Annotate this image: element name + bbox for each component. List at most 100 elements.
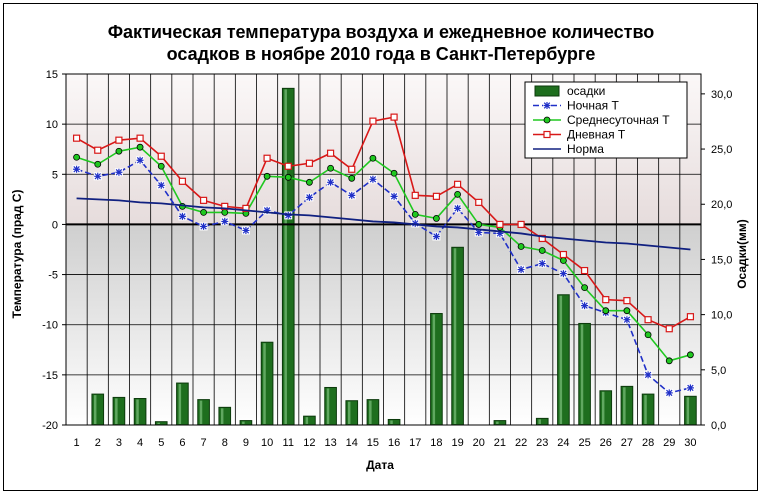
- precip-bar-23: [535, 417, 549, 426]
- point-Ночная T-20: [474, 228, 483, 237]
- star-marker-shape: [686, 384, 694, 392]
- y-right-tick-label: 30,0: [711, 89, 732, 101]
- star-marker-shape: [263, 206, 271, 214]
- x-tick-label: 24: [557, 437, 569, 449]
- point-Ночная T-11: [284, 211, 293, 220]
- x-tick-label: 28: [642, 437, 654, 449]
- point-Ночная T-18: [432, 232, 441, 241]
- precip-bar-11: [281, 87, 295, 426]
- point-Дневная T-4: [136, 134, 144, 142]
- x-tick-label: 6: [179, 437, 185, 449]
- precip-bar-6: [176, 382, 189, 426]
- precip-bar-10: [260, 341, 274, 426]
- point-Дневная T-1: [72, 134, 81, 142]
- precip-bar-highlight: [263, 343, 266, 424]
- point-Дневная T-20: [475, 198, 483, 206]
- precip-bar-4: [133, 398, 147, 426]
- precip-bar-19: [451, 246, 464, 426]
- precip-bar-12: [303, 415, 316, 426]
- x-tick-label: 16: [388, 437, 400, 449]
- precip-bar-highlight: [93, 395, 97, 424]
- series-line-Норма: [76, 197, 691, 251]
- star-marker-shape: [432, 232, 440, 240]
- precip-bar-28: [641, 393, 655, 426]
- y-left-tick-label: -15: [42, 370, 58, 382]
- precip-bar-highlight: [242, 421, 245, 424]
- x-tick-label: 14: [346, 437, 358, 449]
- star-marker-shape: [411, 219, 419, 227]
- point-Среднесуточная T-25: [581, 284, 588, 292]
- point-Ночная T-28: [644, 370, 653, 379]
- y-left-tick-label: -5: [48, 270, 58, 282]
- precip-bar-highlight: [326, 388, 330, 424]
- point-Ночная T-15: [368, 175, 377, 184]
- point-Ночная T-2: [93, 172, 102, 181]
- right-axis-ticks: 30,0 25,0 20,0 15,0 10,0 5,0 0,0: [701, 89, 732, 432]
- point-Среднесуточная T-1: [73, 153, 80, 161]
- y-axis-right-label: Осадки(мм): [735, 219, 749, 289]
- precipitation-bars: [91, 87, 697, 426]
- point-Дневная T-5: [157, 152, 165, 160]
- star-marker-shape: [496, 229, 504, 237]
- y-left-tick-label: 0: [52, 219, 58, 231]
- x-tick-label: 29: [663, 437, 675, 449]
- x-tick-label: 9: [243, 437, 249, 449]
- y-axis-left-label: Температура (прад С): [10, 190, 24, 319]
- precip-bar-highlight: [601, 391, 605, 424]
- point-Среднесуточная T-11: [284, 173, 292, 181]
- point-Ночная T-8: [220, 217, 229, 226]
- precip-bar-highlight: [220, 408, 224, 424]
- x-tick-label: 20: [473, 437, 485, 449]
- star-marker-shape: [242, 226, 250, 234]
- x-tick-label: 11: [283, 437, 294, 449]
- star-marker-shape: [115, 168, 123, 176]
- point-Ночная T-24: [559, 269, 568, 278]
- precip-bar-14: [345, 400, 359, 426]
- point-Среднесуточная T-5: [157, 162, 165, 170]
- chart-title-line-2: осадков в ноябре 2010 года в Санкт-Петер…: [167, 44, 596, 64]
- x-tick-label: 13: [324, 437, 336, 449]
- y-left-tick-label: 5: [52, 169, 58, 181]
- star-marker-shape: [221, 217, 229, 225]
- point-Среднесуточная T-20: [475, 221, 483, 228]
- point-Ночная T-4: [136, 156, 145, 165]
- point-Дневная T-25: [580, 266, 589, 275]
- legend-label-Ночная T: Ночная T: [567, 99, 619, 113]
- y-right-tick-label: 0,0: [711, 420, 726, 432]
- series-line-Среднесуточная T: [76, 146, 691, 362]
- x-axis-ticks: 1 2 3 4 5 6 7 8 9 10 11 12 13 14 15 16 17 18 19 20 21 22 23 24 2…: [74, 437, 697, 449]
- x-tick-label: 7: [201, 437, 207, 449]
- precip-bar-18: [430, 313, 443, 426]
- point-Ночная T-5: [157, 181, 166, 190]
- point-Ночная T-29: [665, 388, 674, 397]
- point-Среднесуточная T-30: [687, 351, 694, 359]
- star-marker-shape: [157, 181, 165, 189]
- legend-marker-Ночная T: [543, 101, 551, 110]
- precip-bar-highlight: [284, 89, 287, 424]
- x-tick-label: 8: [222, 437, 228, 449]
- point-Среднесуточная T-17: [411, 210, 419, 218]
- star-marker-shape: [348, 191, 356, 199]
- star-marker-shape: [327, 178, 335, 186]
- star-marker-shape: [517, 266, 525, 274]
- point-Ночная T-23: [538, 259, 547, 268]
- y-right-tick-label: 5,0: [711, 365, 726, 377]
- star-marker-shape: [136, 156, 144, 164]
- point-Ночная T-27: [622, 315, 631, 324]
- point-Ночная T-7: [199, 222, 208, 231]
- point-Дневная T-21: [496, 220, 504, 229]
- point-Среднесуточная T-28: [644, 331, 652, 339]
- star-marker-shape: [454, 204, 462, 212]
- point-Дневная T-3: [115, 136, 123, 144]
- x-tick-label: 1: [74, 437, 80, 449]
- y-left-tick-label: 15: [46, 69, 58, 81]
- point-Среднесуточная T-26: [602, 307, 610, 315]
- star-marker-shape: [73, 165, 81, 173]
- x-tick-label: 26: [600, 437, 612, 449]
- chart-title: Фактическая температура воздуха и ежедне…: [108, 22, 655, 64]
- precip-bar-highlight: [136, 399, 139, 424]
- precip-bar-highlight: [115, 398, 118, 424]
- point-Дневная T-19: [453, 180, 462, 188]
- point-Ночная T-1: [72, 165, 81, 174]
